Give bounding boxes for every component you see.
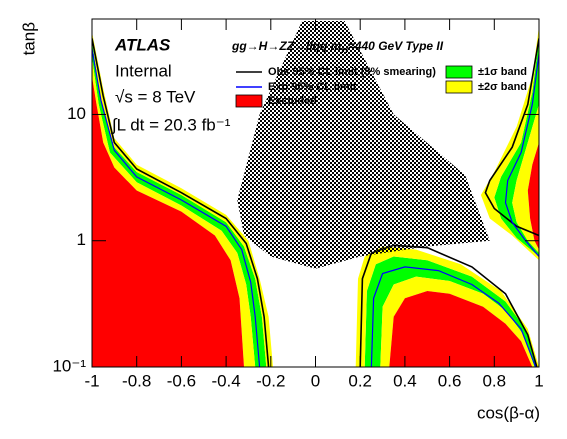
hatched-region bbox=[237, 21, 490, 269]
x-tick-label: -0.6 bbox=[167, 371, 196, 390]
x-tick-label: 0 bbox=[311, 371, 320, 390]
x-tick-label: 1 bbox=[534, 371, 543, 390]
x-tick-label: -0.8 bbox=[122, 371, 151, 390]
title-subscript: H bbox=[341, 45, 348, 55]
y-tick-label: 1 bbox=[77, 230, 86, 249]
limit-line bbox=[359, 244, 538, 367]
excluded-area bbox=[389, 291, 533, 367]
y-tick-label: 10⁻¹ bbox=[52, 356, 86, 375]
excluded-area bbox=[92, 76, 244, 367]
x-axis-label: cos(β-α) bbox=[477, 403, 540, 422]
x-tick-label: 0.6 bbox=[438, 371, 462, 390]
x-tick-label: -0.4 bbox=[211, 371, 240, 390]
band bbox=[380, 276, 535, 367]
legend-label: Obs 95% CL limit (5% smearing) bbox=[268, 66, 436, 78]
chart-title: gg→H→ZZ→llqq mH=440 GeV Type II bbox=[231, 39, 444, 55]
x-tick-label: -0.2 bbox=[256, 371, 285, 390]
axes: -1 -0.8 -0.6 -0.4 -0.2 0 0.2 0.4 0.6 0.8 1 10⁻¹ 1 10 bbox=[52, 19, 544, 390]
x-tick-label: 0.8 bbox=[482, 371, 506, 390]
limit-line bbox=[92, 48, 261, 367]
title-main: gg→H→ZZ→llqq m bbox=[231, 39, 342, 53]
band bbox=[480, 26, 539, 261]
band bbox=[512, 104, 539, 254]
atlas-label: ATLAS bbox=[114, 35, 171, 54]
limit-line bbox=[92, 38, 270, 367]
plot-area bbox=[92, 21, 539, 367]
limit-line bbox=[504, 54, 539, 257]
band bbox=[364, 256, 537, 367]
legend-box bbox=[445, 65, 473, 79]
legend-label: ±2σ band bbox=[478, 81, 527, 93]
lumi-label: ∫L dt = 20.3 fb⁻¹ bbox=[111, 115, 231, 134]
limit-line bbox=[370, 266, 537, 367]
legend-label: Excluded bbox=[268, 95, 317, 107]
y-tick-label: 10 bbox=[67, 104, 86, 123]
x-tick-label: 0.2 bbox=[348, 371, 372, 390]
legend-box bbox=[445, 80, 473, 94]
band bbox=[92, 41, 267, 367]
band bbox=[355, 246, 539, 367]
y-axis-label: tanβ bbox=[19, 22, 38, 56]
excluded-area bbox=[527, 142, 539, 250]
x-tick-label: 0.4 bbox=[393, 371, 417, 390]
title-end: =440 GeV Type II bbox=[348, 39, 444, 53]
energy-label: √s = 8 TeV bbox=[115, 87, 196, 106]
legend-label: ±1σ band bbox=[478, 66, 527, 78]
legend-box bbox=[235, 94, 263, 108]
status-label: Internal bbox=[115, 61, 172, 80]
legend-label: Exp 95% CL limit bbox=[268, 81, 357, 93]
x-tick-label: -1 bbox=[84, 371, 99, 390]
legend: Obs 95% CL limit (5% smearing) ±1σ band Ex… bbox=[235, 65, 527, 108]
